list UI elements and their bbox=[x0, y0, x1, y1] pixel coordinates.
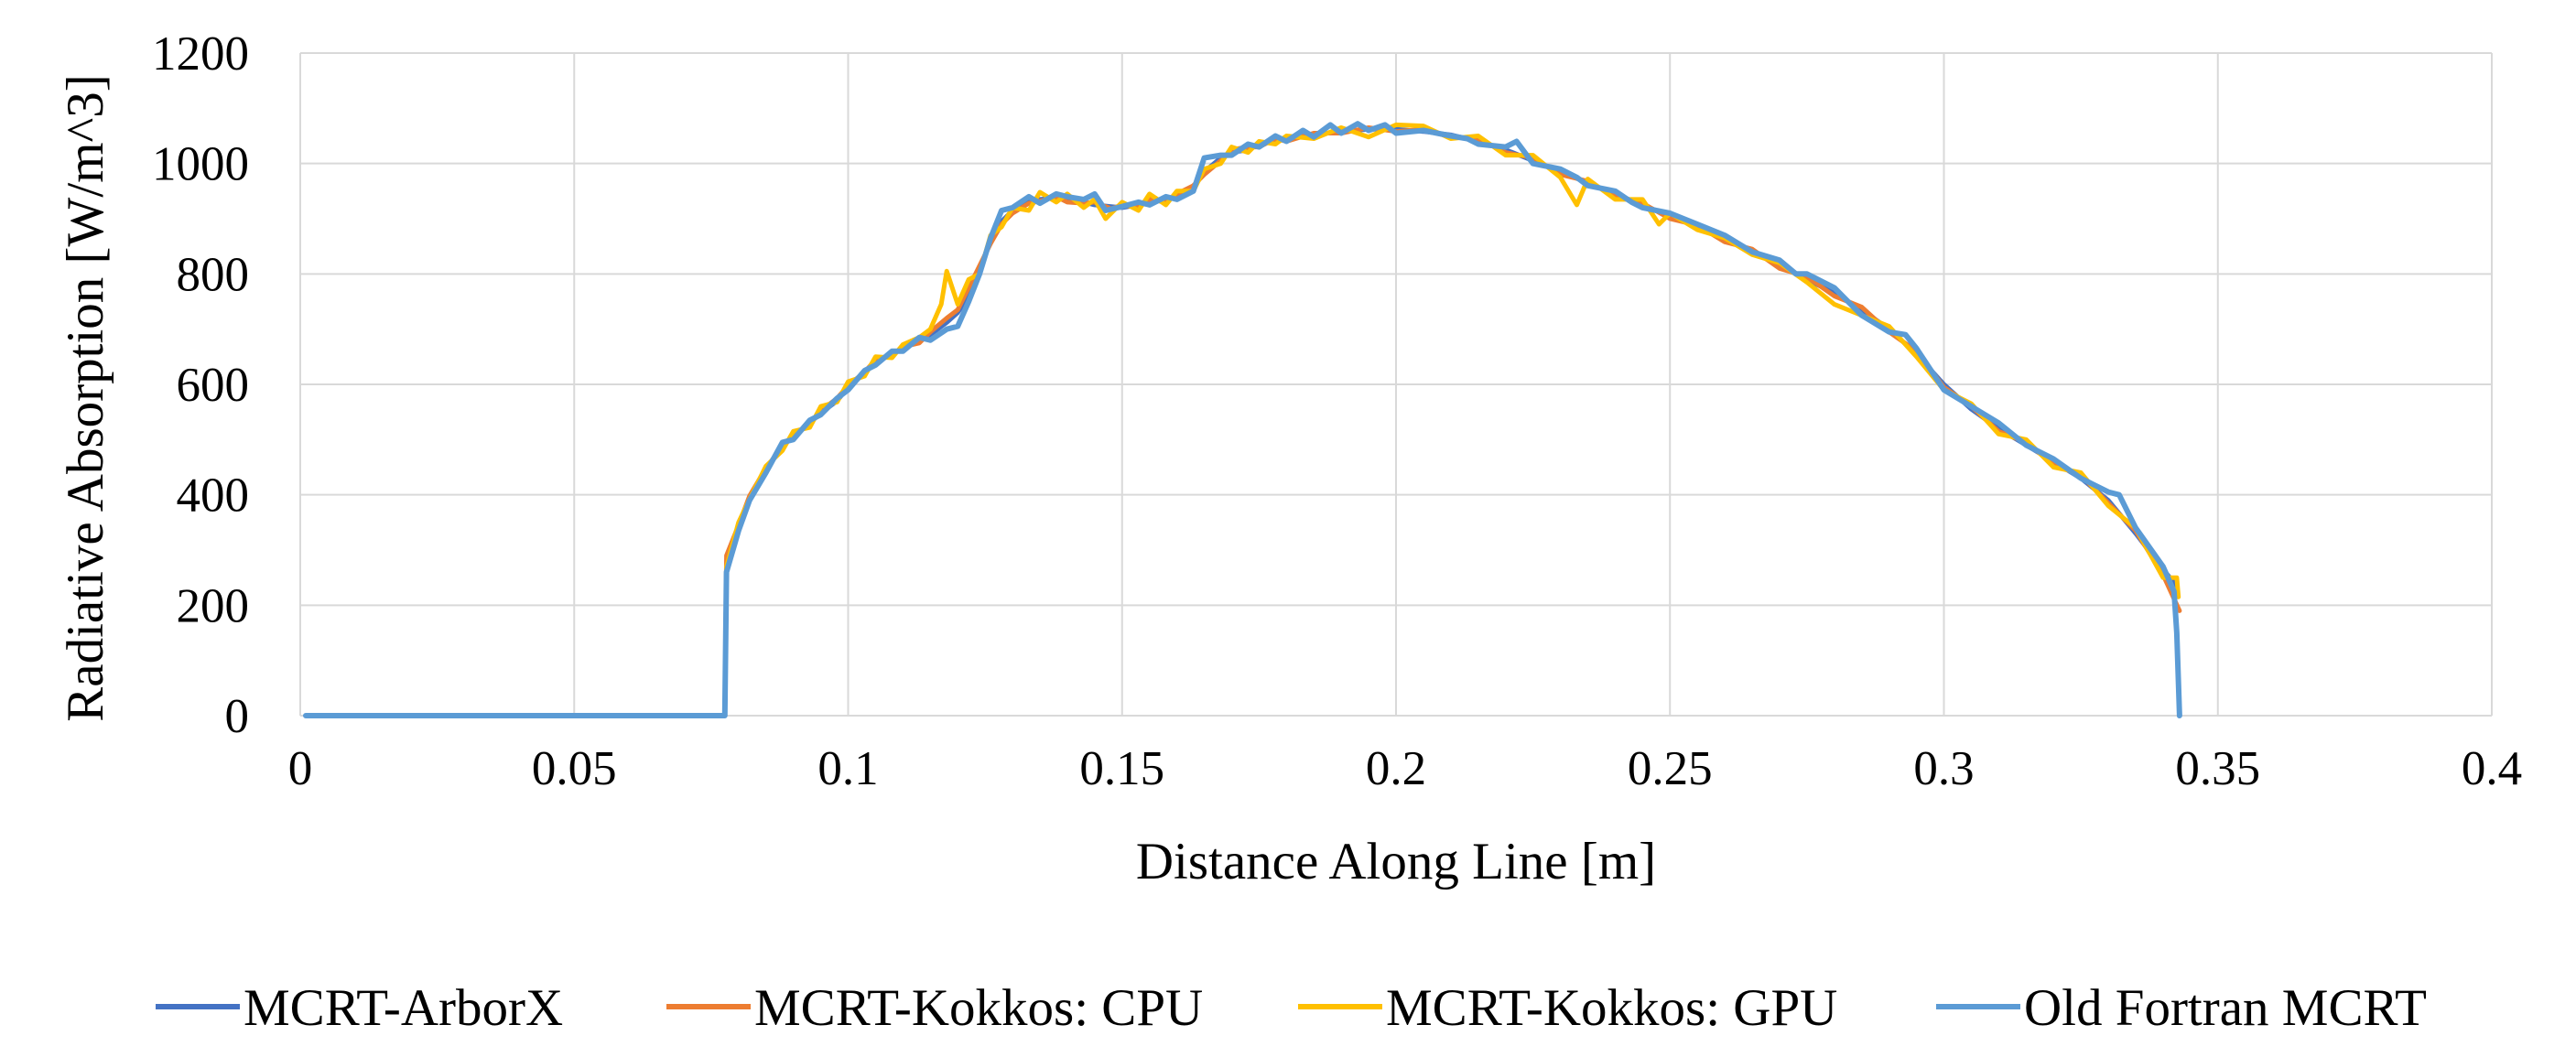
grid bbox=[299, 52, 2493, 717]
y-tick-label: 800 bbox=[177, 248, 250, 301]
x-tick-label: 0.25 bbox=[1628, 742, 1713, 795]
x-axis-title: Distance Along Line [m] bbox=[1136, 833, 1656, 890]
y-tick-label: 400 bbox=[177, 469, 250, 523]
x-tick-label: 0.05 bbox=[532, 742, 617, 795]
legend-label-2: MCRT-Kokkos: CPU bbox=[754, 979, 1203, 1037]
y-tick-label: 1000 bbox=[152, 138, 249, 191]
x-tick-label: 0 bbox=[288, 742, 313, 795]
series-line-2 bbox=[303, 125, 2182, 718]
series-line-3 bbox=[303, 122, 2181, 718]
legend-label-3: MCRT-Kokkos: GPU bbox=[1386, 979, 1837, 1037]
x-tick-label: 0.3 bbox=[1913, 742, 1974, 795]
y-axis-title: Radiative Absorption [W/m^3] bbox=[57, 74, 114, 721]
legend: MCRT-ArborX MCRT-Kokkos: CPU MCRT-Kokkos: … bbox=[156, 979, 2427, 1037]
x-tick-label: 0.2 bbox=[1366, 742, 1426, 795]
series-line-4 bbox=[303, 121, 2182, 718]
x-tick-label: 0.15 bbox=[1079, 742, 1164, 795]
legend-label-4: Old Fortran MCRT bbox=[2024, 979, 2427, 1037]
y-tick-label: 200 bbox=[177, 579, 250, 632]
series-lines bbox=[303, 121, 2182, 718]
y-axis-ticks: 0 200 400 600 800 1000 1200 bbox=[152, 27, 249, 743]
y-tick-label: 0 bbox=[225, 690, 250, 743]
y-tick-label: 600 bbox=[177, 359, 250, 412]
y-tick-label: 1200 bbox=[152, 27, 249, 81]
x-axis-ticks: 0 0.05 0.1 0.15 0.2 0.25 0.3 0.35 0.4 bbox=[288, 742, 2522, 795]
legend-label-1: MCRT-ArborX bbox=[244, 979, 563, 1037]
x-tick-label: 0.1 bbox=[817, 742, 878, 795]
series-line-1 bbox=[303, 126, 2180, 718]
x-tick-label: 0.4 bbox=[2462, 742, 2522, 795]
x-tick-label: 0.35 bbox=[2175, 742, 2260, 795]
